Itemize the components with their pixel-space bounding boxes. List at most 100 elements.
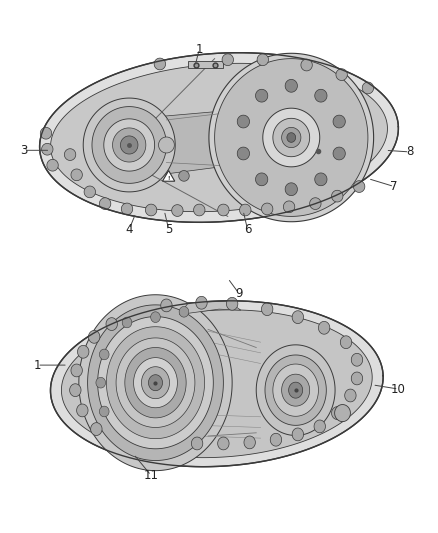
Polygon shape bbox=[209, 53, 374, 222]
Polygon shape bbox=[333, 147, 345, 160]
Polygon shape bbox=[315, 173, 327, 185]
Polygon shape bbox=[151, 107, 274, 176]
Polygon shape bbox=[120, 136, 138, 154]
Polygon shape bbox=[121, 203, 133, 215]
Polygon shape bbox=[91, 423, 102, 435]
Polygon shape bbox=[116, 338, 195, 427]
Polygon shape bbox=[92, 107, 166, 183]
Polygon shape bbox=[335, 405, 350, 422]
Polygon shape bbox=[61, 310, 372, 458]
Text: 11: 11 bbox=[144, 469, 159, 482]
Polygon shape bbox=[263, 108, 320, 167]
Polygon shape bbox=[64, 149, 76, 160]
Polygon shape bbox=[256, 345, 335, 435]
Polygon shape bbox=[180, 301, 241, 314]
Text: !: ! bbox=[167, 176, 170, 181]
Polygon shape bbox=[265, 355, 326, 425]
Polygon shape bbox=[283, 201, 295, 213]
Polygon shape bbox=[188, 61, 223, 68]
Polygon shape bbox=[244, 436, 255, 449]
Polygon shape bbox=[261, 303, 273, 316]
Polygon shape bbox=[99, 406, 109, 417]
Polygon shape bbox=[292, 311, 304, 324]
Polygon shape bbox=[99, 349, 109, 360]
Text: 4: 4 bbox=[125, 223, 133, 236]
Polygon shape bbox=[226, 297, 238, 310]
Polygon shape bbox=[83, 98, 175, 192]
Polygon shape bbox=[88, 330, 100, 343]
Polygon shape bbox=[255, 173, 268, 185]
Polygon shape bbox=[50, 301, 383, 467]
Polygon shape bbox=[289, 382, 303, 398]
Polygon shape bbox=[215, 59, 368, 216]
Polygon shape bbox=[134, 358, 177, 408]
Polygon shape bbox=[333, 115, 345, 128]
Polygon shape bbox=[318, 321, 330, 334]
Polygon shape bbox=[96, 377, 106, 388]
Text: 6: 6 bbox=[244, 223, 251, 236]
Text: 10: 10 bbox=[391, 383, 406, 395]
Polygon shape bbox=[162, 171, 175, 181]
Polygon shape bbox=[77, 404, 88, 417]
Text: 3: 3 bbox=[21, 144, 28, 157]
Polygon shape bbox=[99, 198, 111, 209]
Polygon shape bbox=[315, 90, 327, 102]
Polygon shape bbox=[161, 299, 172, 312]
Text: 7: 7 bbox=[390, 180, 398, 193]
Polygon shape bbox=[39, 53, 399, 222]
Polygon shape bbox=[196, 296, 207, 309]
Polygon shape bbox=[71, 364, 82, 377]
Polygon shape bbox=[154, 58, 166, 70]
Polygon shape bbox=[270, 433, 282, 446]
Polygon shape bbox=[113, 128, 146, 162]
Polygon shape bbox=[310, 198, 321, 209]
Text: 1: 1 bbox=[33, 359, 41, 372]
Text: 8: 8 bbox=[406, 146, 413, 158]
Polygon shape bbox=[194, 204, 205, 216]
Polygon shape bbox=[84, 186, 95, 198]
Polygon shape bbox=[336, 69, 347, 80]
Polygon shape bbox=[255, 90, 268, 102]
Polygon shape bbox=[340, 336, 352, 349]
Polygon shape bbox=[79, 295, 232, 471]
Polygon shape bbox=[47, 159, 58, 171]
Polygon shape bbox=[145, 204, 157, 216]
Polygon shape bbox=[218, 204, 229, 216]
Polygon shape bbox=[222, 54, 233, 66]
Polygon shape bbox=[282, 127, 301, 148]
Polygon shape bbox=[332, 407, 343, 419]
Polygon shape bbox=[106, 327, 205, 439]
Polygon shape bbox=[282, 374, 310, 406]
Polygon shape bbox=[70, 384, 81, 397]
Polygon shape bbox=[106, 318, 117, 330]
Polygon shape bbox=[71, 169, 82, 181]
Polygon shape bbox=[104, 119, 155, 171]
Polygon shape bbox=[353, 181, 365, 192]
Polygon shape bbox=[151, 312, 160, 322]
Polygon shape bbox=[351, 353, 363, 366]
Polygon shape bbox=[191, 437, 203, 450]
Text: 5: 5 bbox=[165, 223, 172, 236]
Polygon shape bbox=[122, 317, 132, 328]
Polygon shape bbox=[179, 306, 189, 317]
Polygon shape bbox=[287, 133, 296, 142]
Polygon shape bbox=[98, 317, 213, 449]
Polygon shape bbox=[40, 127, 52, 139]
Polygon shape bbox=[42, 143, 53, 155]
Polygon shape bbox=[314, 420, 325, 433]
Polygon shape bbox=[345, 389, 356, 402]
Polygon shape bbox=[351, 372, 363, 385]
Polygon shape bbox=[301, 59, 312, 71]
Polygon shape bbox=[148, 375, 162, 391]
Polygon shape bbox=[285, 183, 297, 196]
Polygon shape bbox=[78, 345, 89, 358]
Polygon shape bbox=[237, 147, 250, 160]
Polygon shape bbox=[172, 205, 183, 216]
Polygon shape bbox=[179, 171, 189, 181]
Polygon shape bbox=[273, 364, 318, 416]
Polygon shape bbox=[292, 428, 304, 441]
Polygon shape bbox=[273, 118, 310, 157]
Polygon shape bbox=[332, 190, 343, 202]
Polygon shape bbox=[88, 305, 223, 461]
Polygon shape bbox=[261, 203, 273, 215]
